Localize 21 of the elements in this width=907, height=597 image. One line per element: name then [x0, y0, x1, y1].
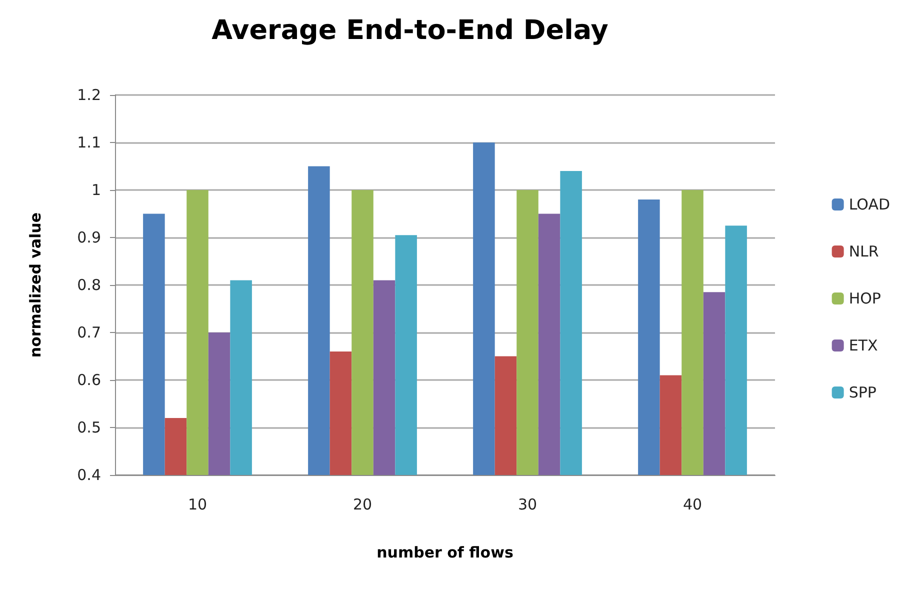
legend-label: NLR [848, 242, 879, 260]
legend-label: LOAD [848, 196, 890, 214]
x-tick-label: 30 [518, 496, 538, 514]
y-tick-label: 1.1 [77, 134, 101, 152]
y-tick-label: 0.9 [77, 228, 101, 246]
y-tick-label: 0.8 [77, 276, 101, 294]
chart-title: Average End-to-End Delay [212, 15, 609, 46]
x-axis-title: number of flows [376, 544, 514, 562]
legend-label: HOP [848, 290, 881, 308]
y-tick-label: 0.6 [77, 371, 101, 389]
legend-label: ETX [848, 336, 878, 354]
y-axis-title: normalized value [26, 212, 44, 358]
x-tick-label: 20 [352, 496, 372, 514]
y-tick-label: 0.7 [77, 324, 101, 342]
y-tick-label: 1 [91, 181, 101, 199]
y-tick-label: 1.2 [77, 86, 101, 104]
legend-label: SPP [848, 384, 876, 402]
y-tick-label: 0.4 [77, 466, 101, 484]
x-tick-label: 10 [188, 496, 208, 514]
x-tick-label: 40 [682, 496, 702, 514]
y-tick-label: 0.5 [77, 418, 101, 436]
